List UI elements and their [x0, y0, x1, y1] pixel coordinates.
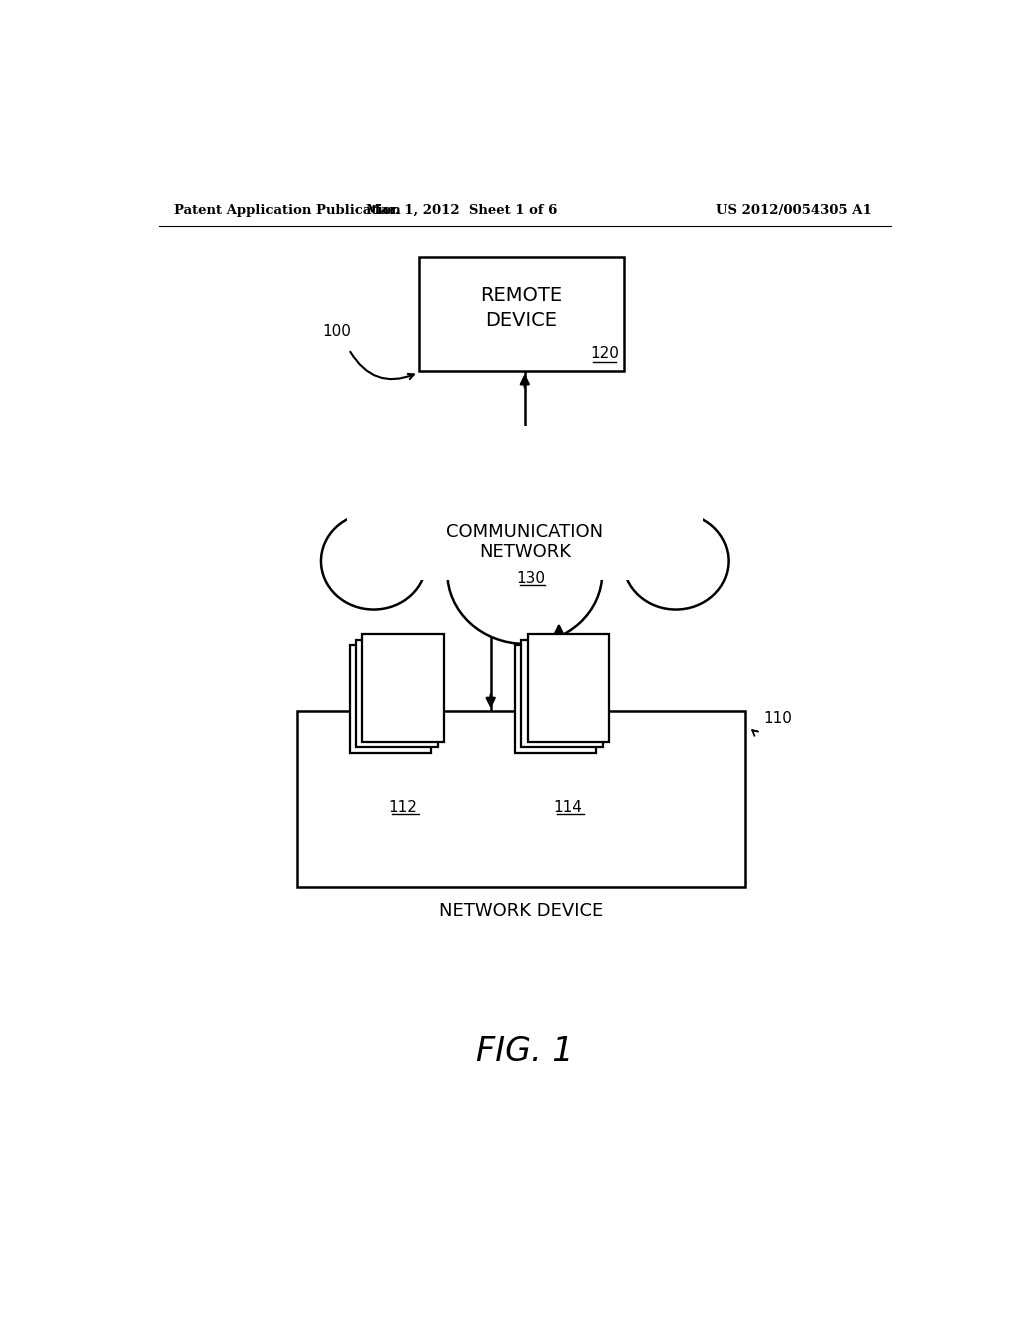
Text: 114: 114 [554, 800, 583, 814]
Ellipse shape [553, 465, 665, 568]
Ellipse shape [388, 465, 500, 568]
Text: 112: 112 [389, 800, 418, 814]
Bar [419, 257, 624, 371]
Ellipse shape [447, 502, 602, 644]
Text: 120: 120 [590, 346, 620, 362]
Text: 100: 100 [323, 325, 351, 339]
Text: REMOTE
DEVICE: REMOTE DEVICE [480, 286, 562, 330]
Ellipse shape [455, 432, 595, 560]
Text: Mar. 1, 2012  Sheet 1 of 6: Mar. 1, 2012 Sheet 1 of 6 [366, 205, 557, 218]
Bar [346, 507, 703, 553]
Text: FIG. 1: FIG. 1 [476, 1035, 573, 1068]
Text: US 2012/0054305 A1: US 2012/0054305 A1 [716, 205, 872, 218]
Ellipse shape [624, 512, 729, 610]
Bar [400, 488, 649, 581]
Bar [350, 645, 431, 752]
Bar [356, 640, 437, 747]
Bar [521, 640, 603, 747]
Text: 110: 110 [764, 711, 793, 726]
Text: 130: 130 [516, 570, 546, 586]
Bar [527, 635, 609, 742]
Text: NETWORK: NETWORK [479, 543, 570, 561]
Bar [515, 645, 597, 752]
Text: COMMUNICATION: COMMUNICATION [446, 523, 603, 541]
Ellipse shape [321, 512, 426, 610]
Bar [378, 446, 672, 515]
Text: NETWORK DEVICE: NETWORK DEVICE [439, 903, 603, 920]
Bar [297, 711, 744, 887]
Bar [424, 426, 626, 477]
Bar [362, 635, 443, 742]
Text: Patent Application Publication: Patent Application Publication [174, 205, 401, 218]
